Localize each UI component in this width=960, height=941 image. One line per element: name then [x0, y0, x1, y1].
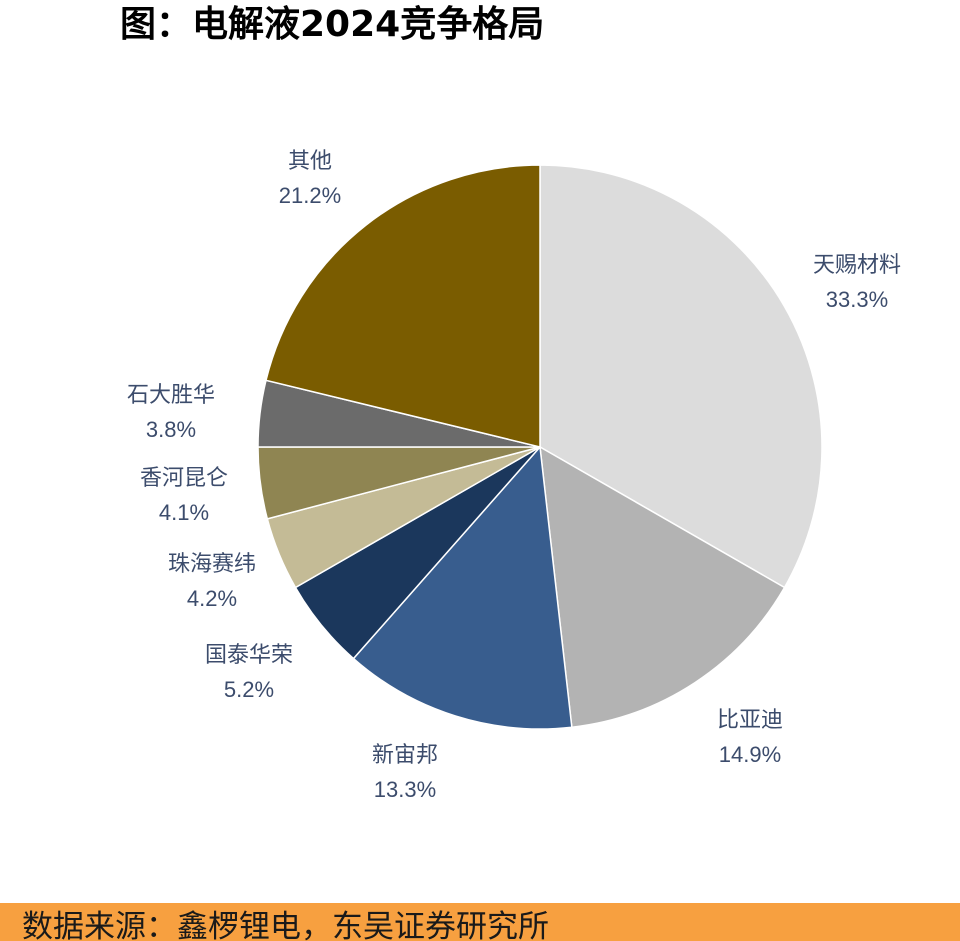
pie-slice: [539, 164, 823, 589]
slice-label: 石大胜华: [127, 382, 215, 407]
slice-label: 其他: [288, 148, 332, 173]
pie-slices: [257, 164, 823, 730]
pie-slice: [265, 164, 541, 448]
pie-chart: 天赐材料 33.3% 比亚迪 14.9% 新宙邦 13.3% 国泰华荣 5.2% 珠海赛纬 4.2…: [127, 148, 901, 802]
slice-value-label: 13.3%: [374, 777, 436, 802]
slice-label: 珠海赛纬: [168, 551, 256, 576]
slice-label: 比亚迪: [717, 707, 783, 732]
slice-label: 国泰华荣: [205, 642, 293, 667]
source-text: 数据来源：鑫椤锂电，东吴证券研究所: [22, 909, 549, 941]
slice-value-label: 21.2%: [279, 183, 341, 208]
pie-labels: 天赐材料 33.3% 比亚迪 14.9% 新宙邦 13.3% 国泰华荣 5.2% 珠海赛纬 4.2…: [127, 148, 901, 802]
slice-label: 香河昆仑: [140, 465, 228, 490]
slice-value-label: 4.1%: [159, 500, 209, 525]
slice-label: 天赐材料: [813, 252, 901, 277]
slice-value-label: 5.2%: [224, 677, 274, 702]
slice-value-label: 14.9%: [719, 742, 781, 767]
pie-slice: [539, 445, 786, 729]
pie-slice: [352, 445, 573, 730]
slice-value-label: 33.3%: [826, 287, 888, 312]
slice-value-label: 3.8%: [146, 417, 196, 442]
slice-value-label: 4.2%: [187, 586, 237, 611]
slice-label: 新宙邦: [372, 742, 438, 767]
source-footer: 数据来源：鑫椤锂电，东吴证券研究所: [0, 903, 960, 941]
chart-title: 图：电解液2024竞争格局: [120, 4, 545, 45]
